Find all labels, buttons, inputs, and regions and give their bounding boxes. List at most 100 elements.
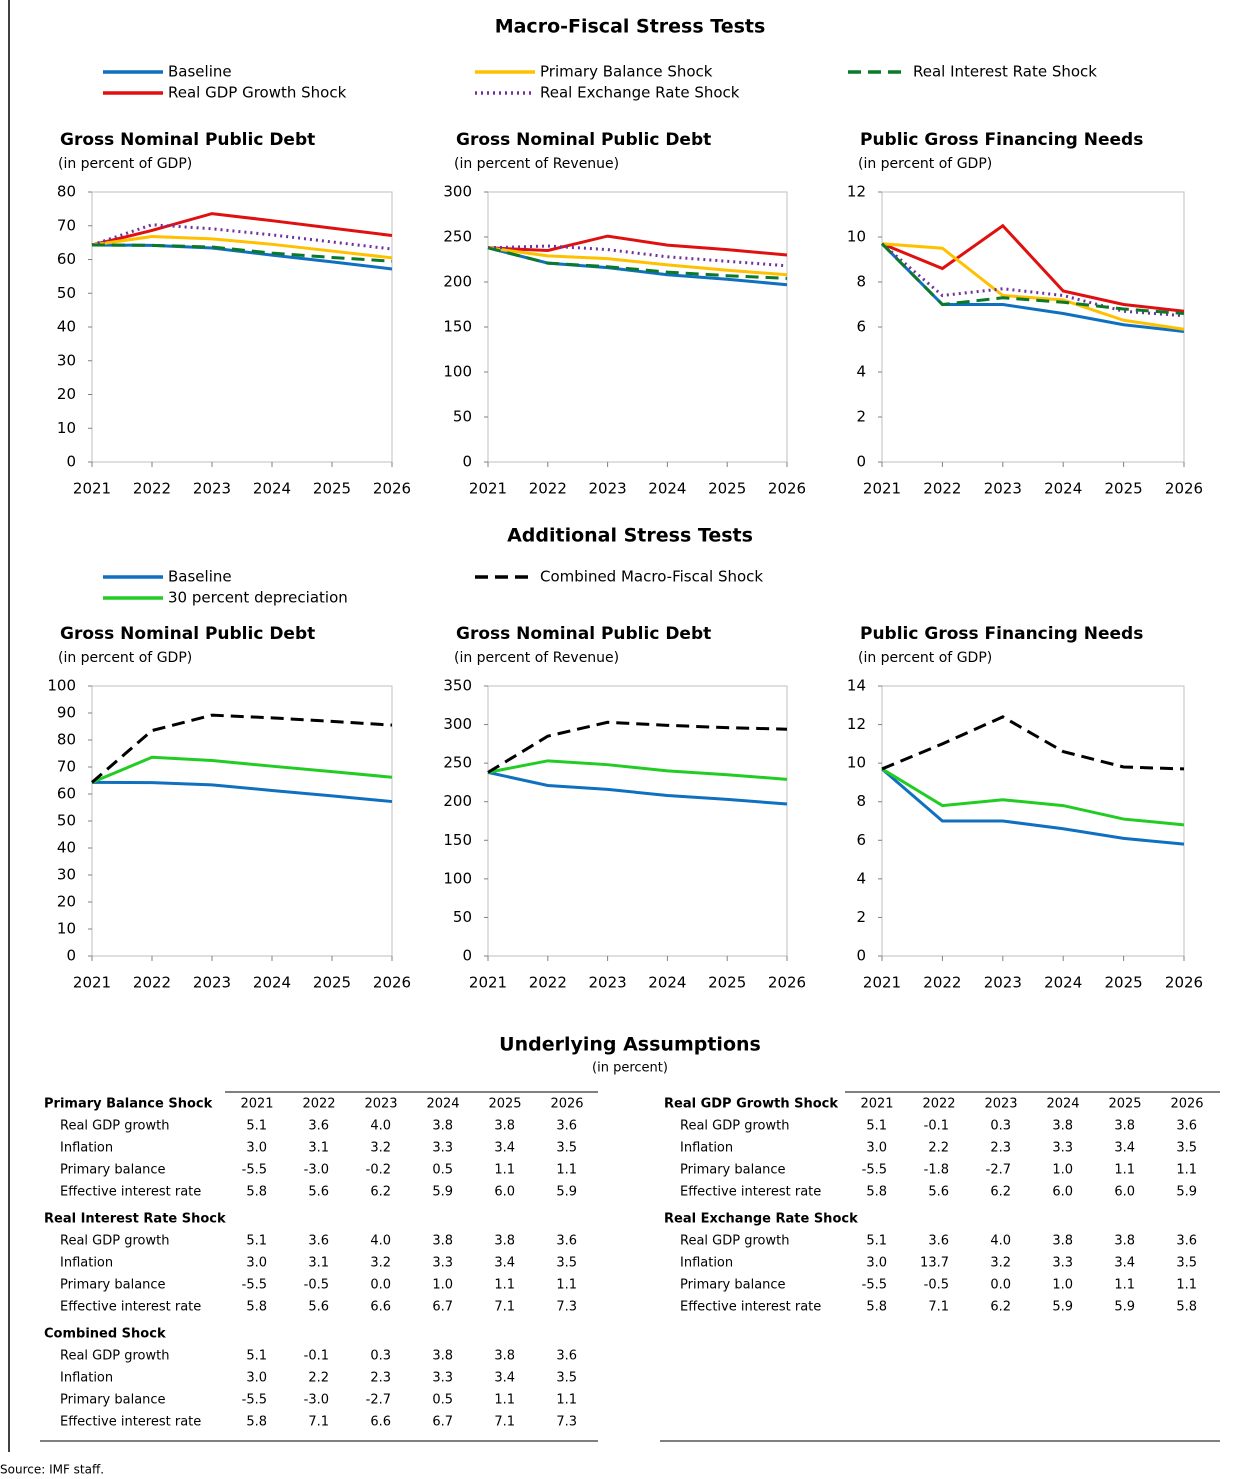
chart-title: Gross Nominal Public Debt: [456, 624, 711, 644]
series-line: [91, 780, 393, 804]
year-header: 2021: [240, 1097, 273, 1112]
y-tick-label: 70: [57, 758, 76, 776]
table-cell: 4.0: [990, 1234, 1011, 1249]
table-group: Real Interest Rate Shock: [44, 1212, 226, 1227]
year-header: 2021: [860, 1097, 893, 1112]
series-line: [91, 713, 393, 784]
table-cell: 3.5: [556, 1141, 577, 1156]
y-tick-label: 2: [856, 408, 866, 426]
x-tick-label: 2023: [984, 480, 1022, 498]
y-tick-label: 0: [462, 947, 472, 965]
table-cell: 1.1: [556, 1278, 577, 1293]
table-cell: 5.1: [246, 1234, 267, 1249]
x-tick-label: 2021: [469, 974, 507, 992]
x-tick-label: 2025: [313, 974, 351, 992]
row-label: Effective interest rate: [60, 1300, 201, 1315]
table-cell: 2.2: [308, 1371, 329, 1386]
table-cell: -5.5: [862, 1278, 887, 1293]
table-cell: 3.3: [1052, 1256, 1073, 1271]
table-cell: 6.7: [432, 1415, 453, 1430]
x-tick-label: 2023: [193, 480, 231, 498]
table-cell: 0.0: [370, 1278, 391, 1293]
series-line: [881, 767, 1185, 846]
series-line: [881, 715, 1185, 771]
x-tick-label: 2022: [529, 480, 567, 498]
x-tick-label: 2026: [1165, 480, 1203, 498]
row-label: Inflation: [60, 1256, 113, 1271]
y-tick-label: 0: [66, 947, 76, 965]
table-cell: 3.6: [308, 1119, 329, 1134]
series-line: [881, 242, 1185, 318]
table-cell: 1.1: [494, 1393, 515, 1408]
table-cell: -0.5: [924, 1278, 949, 1293]
source-note: Source: IMF staff.: [0, 1463, 104, 1477]
x-tick-label: 2026: [1165, 974, 1203, 992]
row-label: Inflation: [680, 1256, 733, 1271]
table-cell: 0.5: [432, 1163, 453, 1178]
x-tick-label: 2021: [73, 480, 111, 498]
series-line: [881, 767, 1185, 827]
table-cell: 5.6: [308, 1300, 329, 1315]
table-cell: 5.8: [246, 1300, 267, 1315]
table-cell: 5.9: [1176, 1185, 1197, 1200]
x-tick-label: 2024: [648, 974, 686, 992]
table-cell: -5.5: [242, 1163, 267, 1178]
year-header: 2025: [1108, 1097, 1141, 1112]
table-cell: 3.8: [1114, 1119, 1135, 1134]
table-cell: 5.1: [866, 1119, 887, 1134]
table-cell: -3.0: [304, 1393, 329, 1408]
table-cell: 5.9: [1114, 1300, 1135, 1315]
y-tick-label: 12: [847, 183, 866, 201]
y-tick-label: 250: [443, 754, 472, 772]
x-tick-label: 2021: [73, 974, 111, 992]
y-tick-label: 50: [57, 284, 76, 302]
legend-label: Real Interest Rate Shock: [913, 63, 1097, 81]
legend-label: Real Exchange Rate Shock: [540, 84, 740, 102]
series-line: [881, 223, 1185, 313]
table-cell: 7.1: [494, 1415, 515, 1430]
chart-subtitle: (in percent of GDP): [58, 156, 192, 172]
table-cell: 3.8: [432, 1234, 453, 1249]
table-cell: 3.3: [432, 1141, 453, 1156]
table-cell: 5.6: [928, 1185, 949, 1200]
table-cell: 5.1: [246, 1119, 267, 1134]
y-tick-label: 4: [856, 363, 866, 381]
table-cell: 5.9: [1052, 1300, 1073, 1315]
plot-area: [91, 685, 393, 957]
y-tick-label: 200: [443, 792, 472, 810]
table-cell: 3.0: [246, 1256, 267, 1271]
table-cell: 1.1: [494, 1278, 515, 1293]
year-header: 2026: [1170, 1097, 1203, 1112]
series-line: [881, 242, 1185, 331]
series-line: [487, 246, 788, 277]
table-cell: 3.3: [432, 1371, 453, 1386]
y-tick-label: 0: [462, 453, 472, 471]
table-cell: -0.2: [366, 1163, 391, 1178]
y-tick-label: 50: [57, 812, 76, 830]
table-cell: -5.5: [242, 1393, 267, 1408]
table-cell: 3.1: [308, 1141, 329, 1156]
row-label: Real GDP growth: [60, 1349, 169, 1364]
chart-subtitle: (in percent of GDP): [858, 156, 992, 172]
table-cell: 3.4: [1114, 1256, 1135, 1271]
table-cell: 5.8: [246, 1185, 267, 1200]
series-line: [91, 243, 393, 263]
y-tick-label: 4: [856, 869, 866, 887]
table-cell: 3.8: [1114, 1234, 1135, 1249]
table-cell: 5.8: [866, 1185, 887, 1200]
table-cell: 3.6: [1176, 1119, 1197, 1134]
legend-label: Baseline: [168, 63, 232, 81]
y-tick-label: 80: [57, 183, 76, 201]
table-group: Combined Shock: [44, 1327, 166, 1342]
y-tick-label: 6: [856, 831, 866, 849]
table-cell: 3.0: [246, 1141, 267, 1156]
x-tick-label: 2026: [373, 974, 411, 992]
table-cell: 5.8: [1176, 1300, 1197, 1315]
legend-label: Baseline: [168, 568, 232, 586]
year-header: 2023: [984, 1097, 1017, 1112]
table-group: Real GDP Growth Shock: [664, 1097, 838, 1112]
y-tick-label: 0: [856, 947, 866, 965]
y-tick-label: 20: [57, 893, 76, 911]
section-title: Additional Stress Tests: [507, 525, 753, 547]
